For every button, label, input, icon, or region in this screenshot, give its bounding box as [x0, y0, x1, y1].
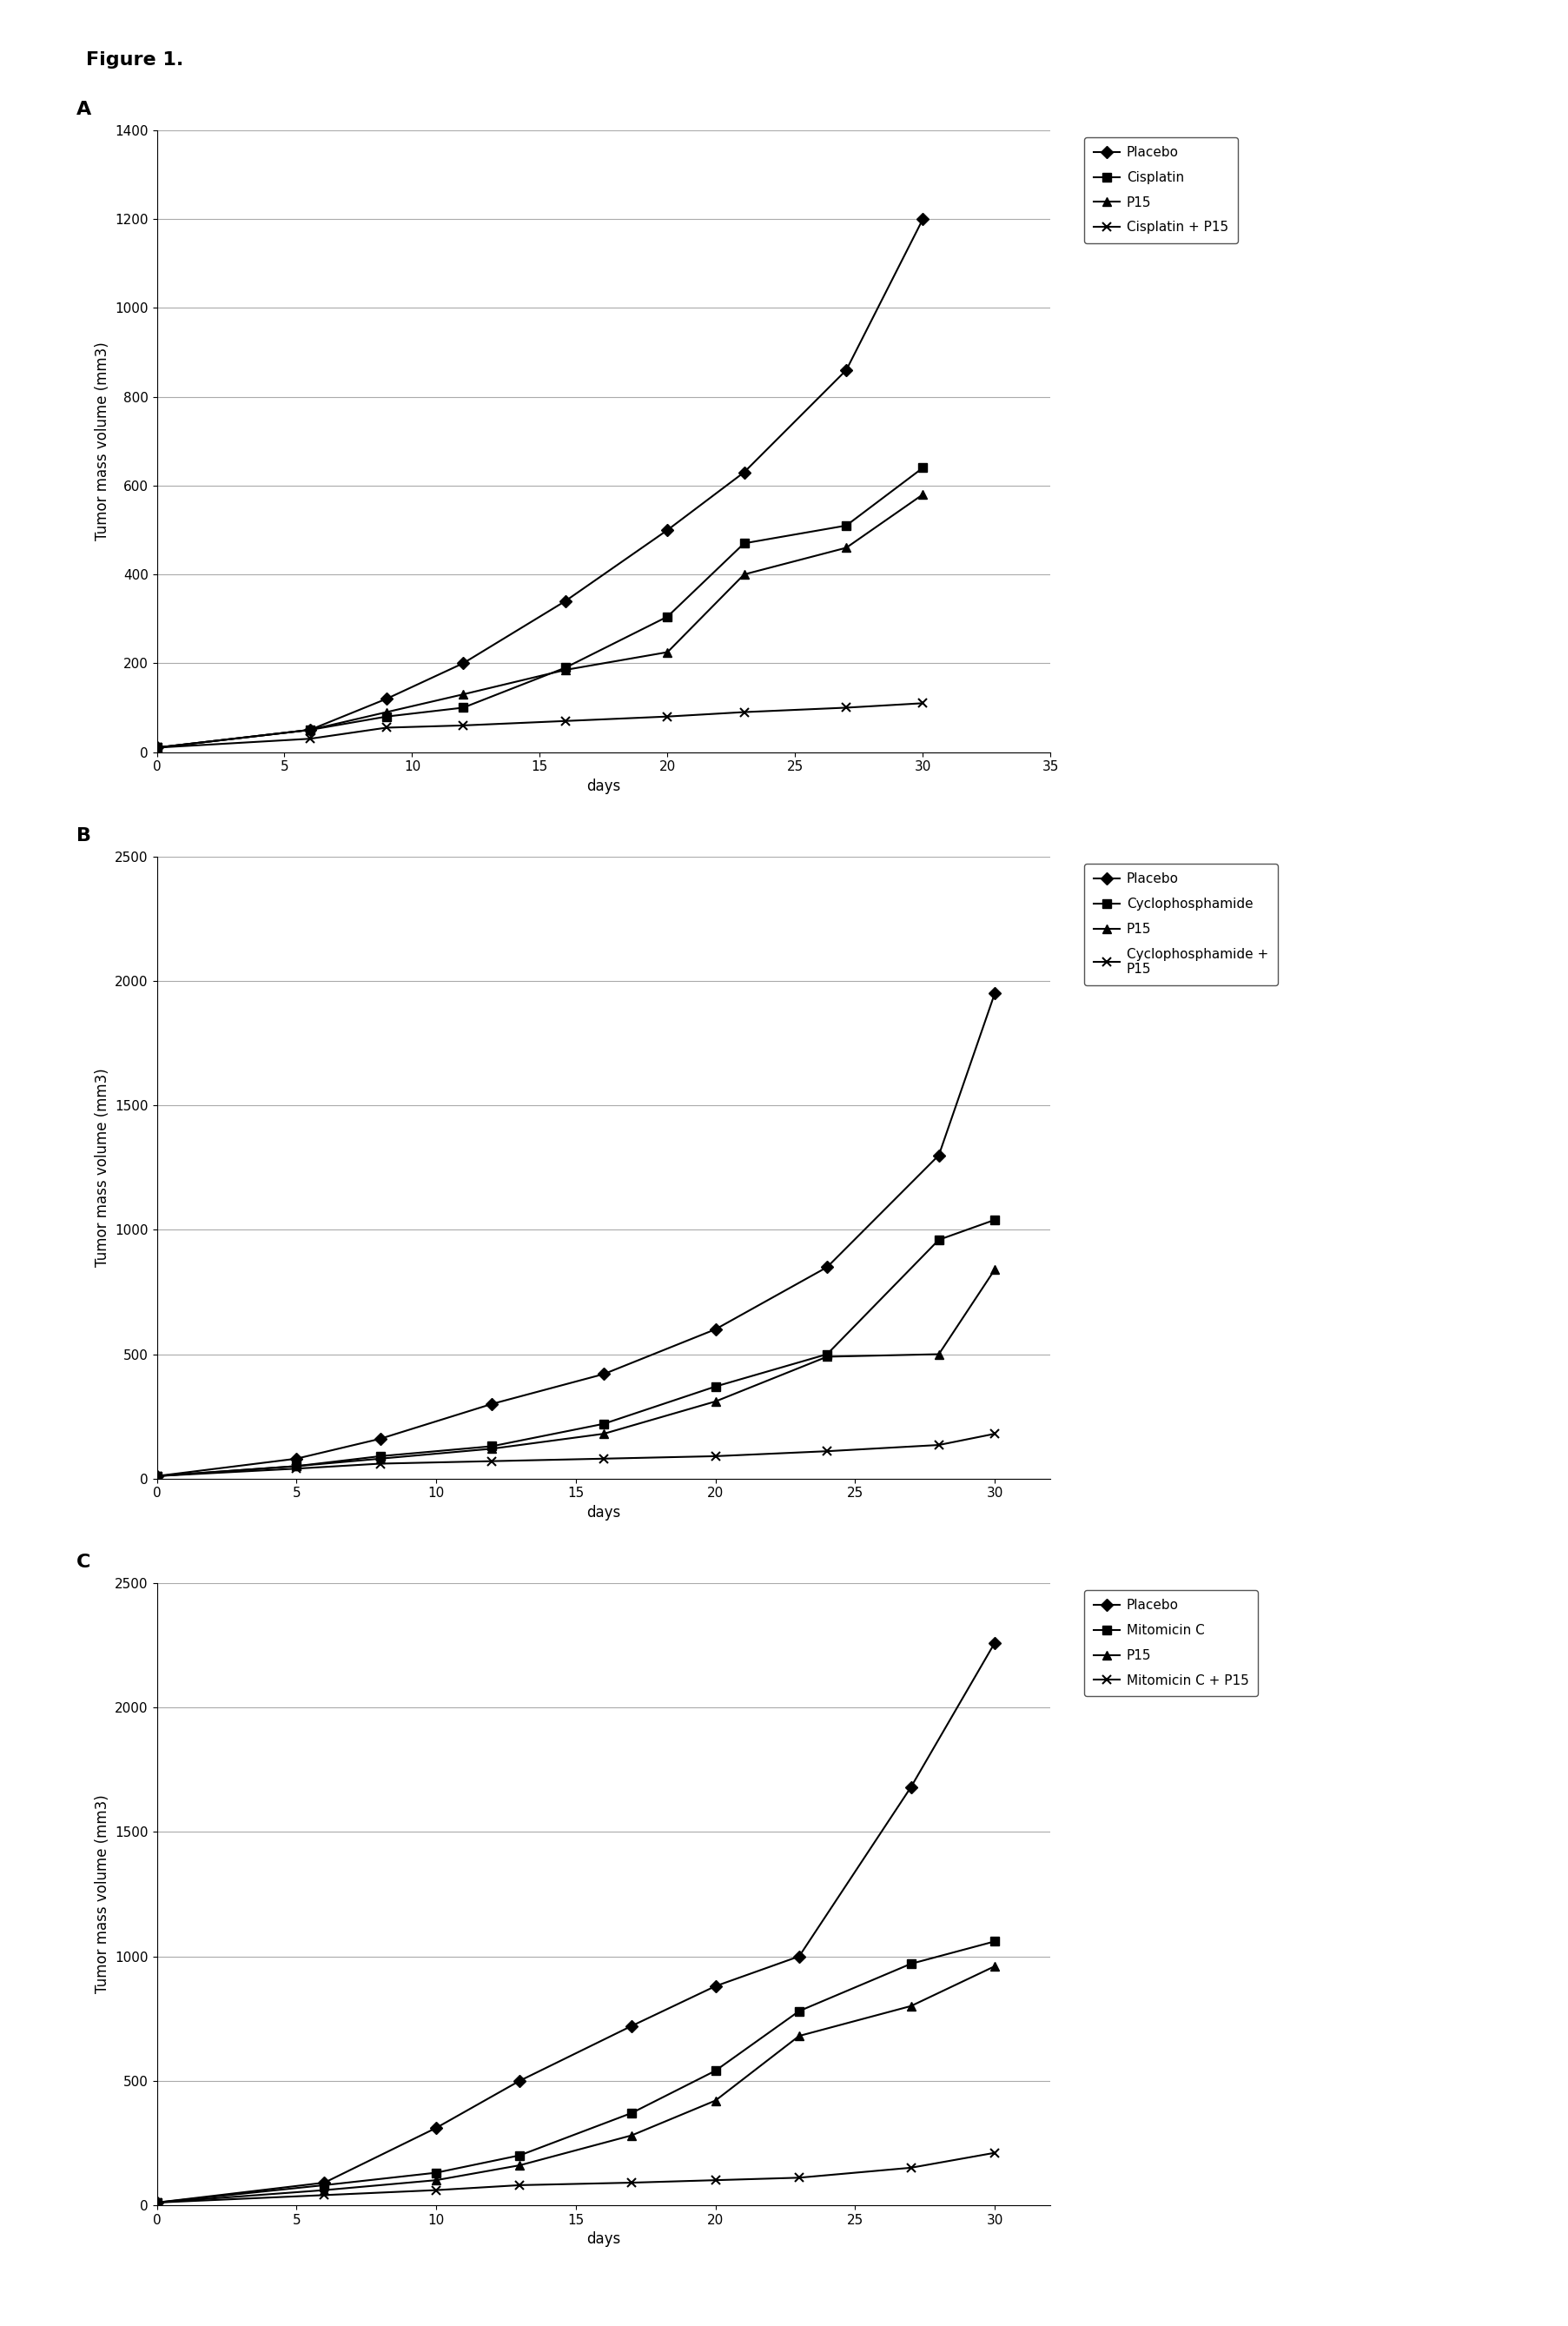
- X-axis label: days: days: [586, 1505, 621, 1521]
- Legend: Placebo, Cyclophosphamide, P15, Cyclophosphamide +
P15: Placebo, Cyclophosphamide, P15, Cyclopho…: [1083, 863, 1278, 984]
- Legend: Placebo, Mitomicin C, P15, Mitomicin C + P15: Placebo, Mitomicin C, P15, Mitomicin C +…: [1083, 1591, 1258, 1696]
- Y-axis label: Tumor mass volume (mm3): Tumor mass volume (mm3): [94, 342, 110, 540]
- Text: A: A: [77, 100, 91, 119]
- Y-axis label: Tumor mass volume (mm3): Tumor mass volume (mm3): [94, 1068, 110, 1268]
- Legend: Placebo, Cisplatin, P15, Cisplatin + P15: Placebo, Cisplatin, P15, Cisplatin + P15: [1083, 137, 1237, 244]
- Text: C: C: [77, 1554, 91, 1570]
- X-axis label: days: days: [586, 779, 621, 793]
- Text: Figure 1.: Figure 1.: [86, 51, 183, 67]
- Text: B: B: [77, 828, 91, 844]
- X-axis label: days: days: [586, 2231, 621, 2247]
- Y-axis label: Tumor mass volume (mm3): Tumor mass volume (mm3): [94, 1796, 110, 1993]
